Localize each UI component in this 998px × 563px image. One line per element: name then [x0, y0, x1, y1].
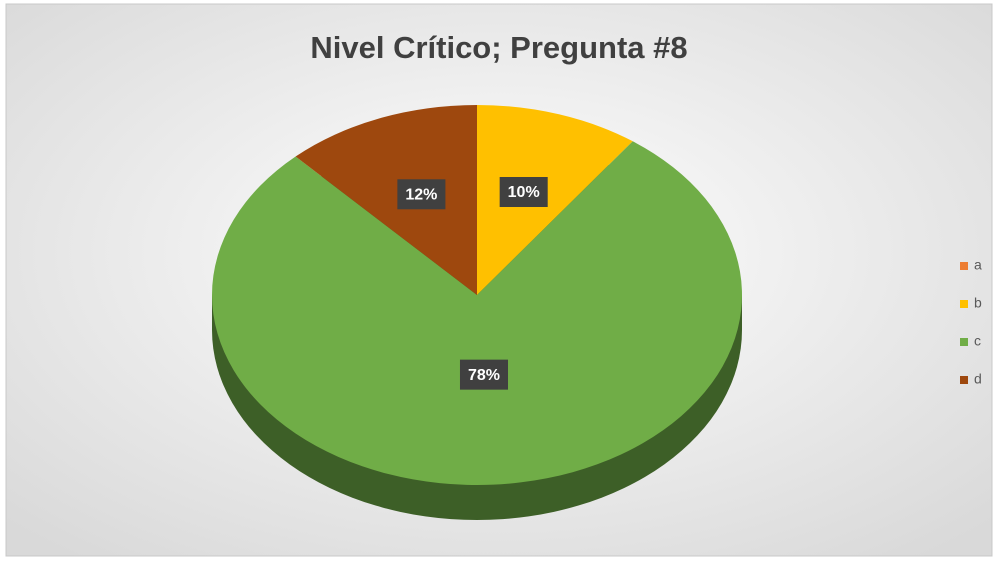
chart-title: Nivel Crítico; Pregunta #8	[310, 30, 687, 65]
data-label-text: 12%	[405, 187, 437, 204]
legend-swatch	[960, 338, 968, 346]
data-label: 78%	[459, 359, 509, 390]
legend-label: a	[974, 257, 982, 273]
legend: a b c d	[960, 257, 982, 387]
legend-label: b	[974, 295, 982, 311]
data-label-box	[499, 177, 548, 208]
data-label-text: 78%	[468, 367, 500, 384]
legend-swatch	[960, 262, 968, 270]
legend-label: c	[974, 333, 981, 349]
data-label-box	[459, 359, 509, 390]
pie-slice	[211, 141, 742, 486]
pie-slice	[295, 105, 477, 295]
data-label: 10%	[499, 177, 548, 208]
pie-slice	[477, 105, 633, 295]
legend-swatch	[960, 376, 968, 384]
data-label-text: 10%	[508, 184, 540, 201]
data-label-box	[397, 179, 446, 210]
legend-swatch	[960, 300, 968, 308]
data-label: 12%	[397, 179, 446, 210]
data-labels: 10% 78% 12%	[397, 177, 548, 390]
pie	[211, 105, 742, 520]
legend-label: d	[974, 371, 982, 387]
